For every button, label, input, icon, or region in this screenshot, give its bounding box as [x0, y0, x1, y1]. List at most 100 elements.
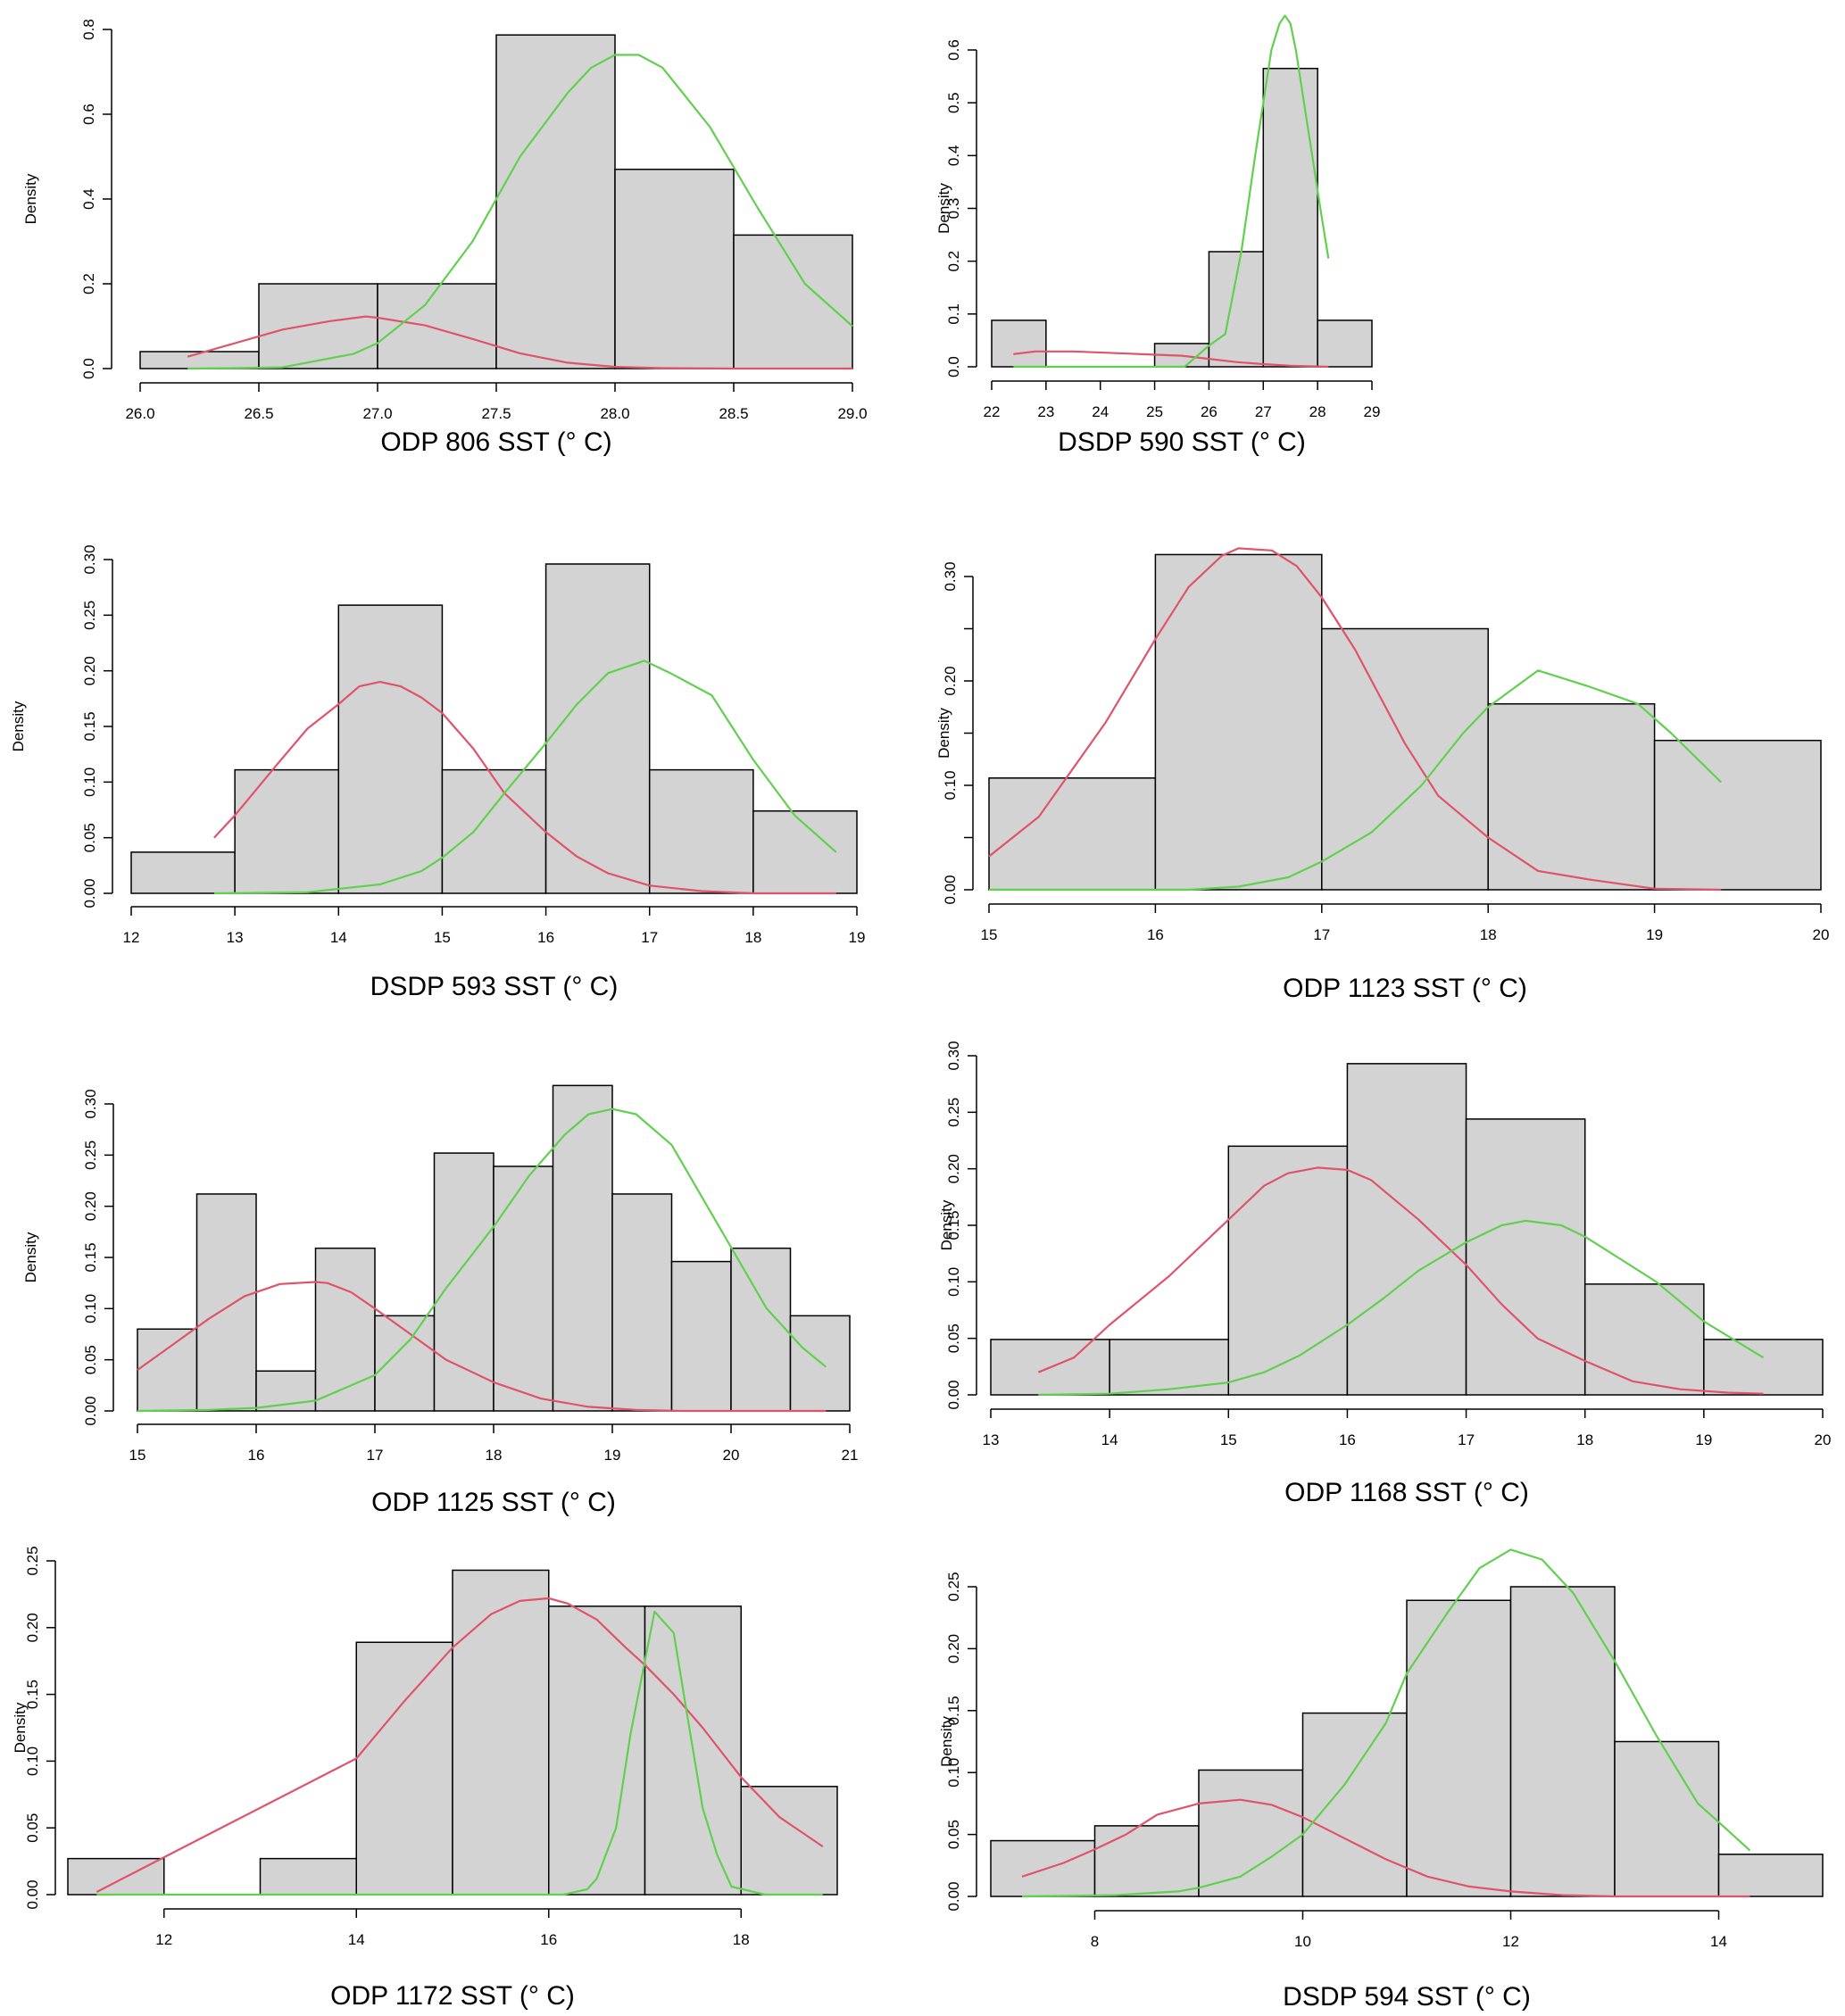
histogram-bar — [1509, 1586, 1616, 1897]
x-tick-label: 23 — [1037, 403, 1054, 420]
x-tick-label: 13 — [983, 1431, 1000, 1448]
y-tick-label: 0.25 — [24, 1546, 41, 1575]
histogram-bar — [355, 1641, 453, 1896]
histogram-panel-1: 0.0 0.2 0.4 0.6 0.8 26.0 26.5 27.0 27.5 28.0 28.5 2… — [22, 19, 868, 457]
histogram-bar — [991, 319, 1047, 368]
density-curve-component-2 — [1021, 1548, 1751, 1898]
x-tick-label: 16 — [1339, 1431, 1356, 1448]
histogram-bar — [988, 777, 1157, 891]
y-tick-label: 0.30 — [942, 561, 959, 591]
x-tick-label: 8 — [1091, 1933, 1099, 1950]
y-tick-label: 0.5 — [945, 92, 962, 113]
histogram-bar — [670, 1260, 732, 1412]
y-tick-label: 0.2 — [80, 273, 97, 295]
y-tick-label: 0.10 — [82, 1294, 99, 1323]
x-tick-label: 14 — [1710, 1933, 1727, 1950]
histogram-bar — [433, 1152, 494, 1412]
y-tick-label: 0.30 — [81, 544, 98, 574]
x-tick-label: 17 — [641, 929, 658, 946]
y-tick-label: 0.05 — [945, 1820, 962, 1849]
histogram-bar — [374, 1315, 436, 1412]
y-tick-label: 0.15 — [81, 711, 98, 741]
histogram-bar — [1109, 1339, 1230, 1396]
histogram-bar — [730, 1247, 792, 1412]
x-tick-label: 14 — [1101, 1431, 1118, 1448]
y-tick-label: 0.4 — [945, 145, 962, 167]
histogram-bar — [611, 1193, 673, 1412]
x-tick-label: 24 — [1092, 403, 1109, 420]
y-tick-label: 0.05 — [24, 1813, 41, 1843]
x-tick-label: 15 — [129, 1447, 146, 1464]
density-curve-component-1 — [137, 1281, 827, 1413]
x-tick-label: 20 — [1813, 926, 1830, 943]
y-tick-label: 0.15 — [24, 1680, 41, 1709]
x-tick-label: 18 — [733, 1931, 750, 1948]
x-tick-label: 26 — [1201, 403, 1218, 420]
histogram-bar — [789, 1315, 851, 1412]
x-tick-label: 19 — [1646, 926, 1663, 943]
y-tick-label: 0.05 — [82, 1345, 99, 1374]
y-tick-label: 0.00 — [942, 875, 959, 904]
histogram-bar — [1154, 553, 1323, 891]
x-axis-title: ODP 1168 SST (° C) — [1284, 1478, 1529, 1507]
x-tick-label: 15 — [981, 926, 998, 943]
y-axis-title: Density — [935, 708, 952, 759]
y-axis-title: Density — [22, 1232, 39, 1282]
density-curve-component-2 — [213, 660, 837, 895]
histogram-bar — [130, 851, 236, 894]
histogram-bar — [1262, 67, 1318, 368]
density-curve-component-2 — [96, 1610, 823, 1896]
density-curve-component-1 — [187, 315, 852, 370]
x-axis-title: DSDP 594 SST (° C) — [1283, 1982, 1531, 2012]
histogram-bar — [337, 604, 444, 894]
histogram-bar — [544, 563, 651, 894]
y-tick-label: 0.1 — [945, 303, 962, 325]
x-tick-label: 18 — [1480, 926, 1497, 943]
histogram-panel-6: 0.00 0.05 0.10 0.15 0.20 0.25 0.30 13 14 15 16 17 18… — [938, 1041, 1831, 1507]
histogram-panel-2: 0.0 0.1 0.2 0.3 0.4 0.5 0.6 22 23 24 25 26 27 28 29 DSD… — [935, 14, 1380, 457]
x-tick-label: 12 — [1502, 1933, 1519, 1950]
x-tick-label: 17 — [1313, 926, 1330, 943]
x-tick-label: 25 — [1146, 403, 1163, 420]
density-curve-component-2 — [1038, 1219, 1764, 1397]
histogram-panel-3: 0.00 0.05 0.10 0.15 0.20 0.25 0.30 12 13 14 15 16 17… — [10, 544, 865, 1001]
x-tick-label: 14 — [330, 929, 347, 946]
histogram-bar — [258, 283, 378, 369]
x-tick-label: 19 — [849, 929, 866, 946]
y-tick-label: 0.20 — [945, 1634, 962, 1663]
y-tick-label: 0.20 — [945, 1154, 962, 1183]
y-tick-label: 0.05 — [81, 823, 98, 852]
y-tick-label: 0.25 — [81, 601, 98, 630]
histogram-bar — [1321, 627, 1489, 891]
histogram-bar — [552, 1084, 613, 1412]
x-tick-label: 18 — [1576, 1431, 1593, 1448]
y-tick-label: 0.15 — [945, 1210, 962, 1240]
x-tick-label: 14 — [348, 1931, 365, 1948]
y-tick-label: 0.25 — [945, 1098, 962, 1127]
density-curve-component-2 — [137, 1108, 827, 1413]
x-tick-label: 28.5 — [719, 405, 748, 422]
y-tick-label: 0.25 — [945, 1572, 962, 1601]
x-tick-label: 18 — [486, 1447, 503, 1464]
x-tick-label: 20 — [723, 1447, 740, 1464]
histogram-bar — [740, 1786, 838, 1896]
y-tick-label: 0.10 — [945, 1758, 962, 1788]
x-axis-title: DSDP 590 SST (° C) — [1058, 427, 1306, 457]
x-tick-label: 16 — [537, 929, 554, 946]
y-tick-label: 0.00 — [82, 1396, 99, 1425]
y-tick-label: 0.20 — [24, 1613, 41, 1642]
histogram-bar — [1227, 1145, 1349, 1396]
histogram-bar — [493, 1166, 554, 1412]
y-tick-label: 0.00 — [24, 1879, 41, 1909]
x-tick-label: 15 — [1220, 1431, 1237, 1448]
histogram-bar — [1703, 1339, 1824, 1396]
density-curve-component-2 — [1013, 14, 1330, 369]
histogram-bar — [377, 283, 497, 369]
x-tick-label: 26.0 — [125, 405, 154, 422]
y-tick-label: 0.0 — [80, 358, 97, 379]
histogram-bar — [990, 1839, 1096, 1897]
density-curve-component-1 — [213, 680, 836, 895]
y-tick-label: 0.0 — [945, 356, 962, 377]
histogram-bar — [259, 1857, 357, 1896]
